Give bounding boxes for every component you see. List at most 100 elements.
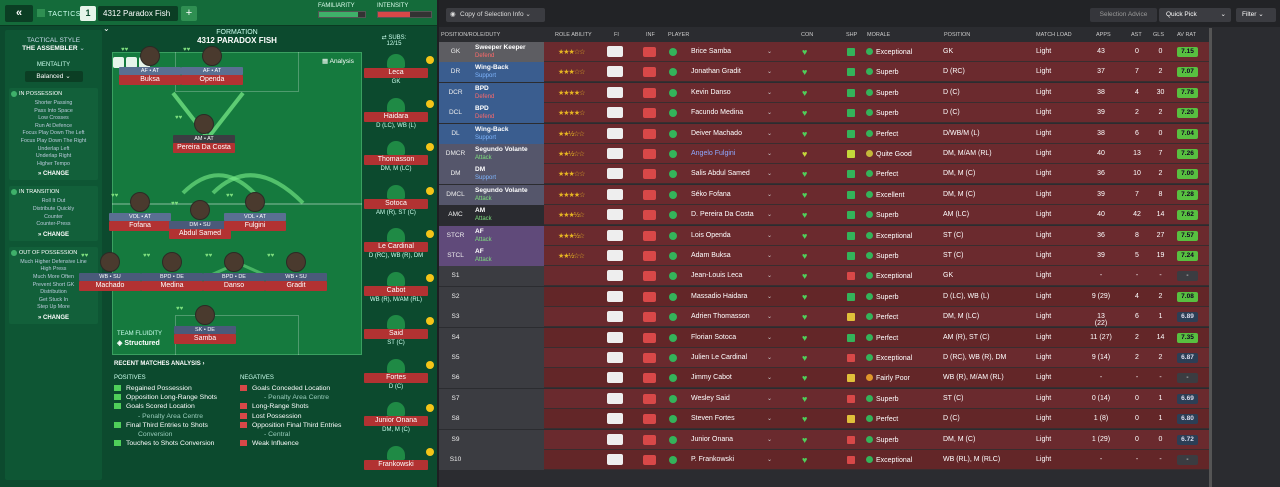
table-row[interactable]: DR Wing-Back Support ★★★☆☆ Jonathan Gradit ⌄ ♥… (439, 62, 1210, 83)
info-badge-icon[interactable] (643, 373, 656, 384)
player-name[interactable]: Junior Onana (691, 435, 734, 443)
role-cell[interactable] (472, 327, 544, 348)
swap-arrow-icon[interactable] (426, 99, 434, 108)
sub-player[interactable]: Thomasson DM, M (LC) (364, 141, 434, 173)
role-cell[interactable] (472, 286, 544, 307)
quick-pick-button[interactable]: Quick Pick ⌄ (1159, 8, 1231, 22)
swap-arrow-icon[interactable] (426, 143, 434, 151)
table-row[interactable]: DMCL Segundo Volante Attack ★★★★☆ Séko Fofan… (439, 184, 1210, 205)
player-dropdown-chevron-icon[interactable]: ⌄ (767, 171, 773, 178)
header-av-rat[interactable]: AV RAT (1177, 32, 1197, 38)
player-dropdown-chevron-icon[interactable]: ⌄ (767, 395, 773, 402)
player-dropdown-chevron-icon[interactable]: ⌄ (767, 436, 773, 443)
player-dropdown-chevron-icon[interactable]: ⌄ (767, 89, 773, 96)
table-row[interactable]: DMCR Segundo Volante Attack ★★½☆☆ Angelo Ful… (439, 144, 1210, 164)
player-dropdown-chevron-icon[interactable]: ⌄ (767, 273, 773, 280)
position-cell[interactable]: DR (439, 62, 472, 83)
sub-player[interactable]: Le Cardinal D (RC), WB (R), DM (364, 228, 434, 260)
position-cell[interactable]: S2 (439, 286, 472, 307)
info-badge-icon[interactable] (643, 230, 656, 241)
position-cell[interactable]: S10 (439, 450, 472, 470)
info-badge-icon[interactable] (643, 353, 656, 363)
info-badge-icon[interactable] (643, 149, 656, 159)
player-dropdown-chevron-icon[interactable]: ⌄ (767, 110, 773, 117)
pitch-player[interactable]: ♥♥ VOL • AT Fulgini (224, 192, 286, 231)
bar-chart-icon[interactable] (126, 57, 137, 68)
table-row[interactable]: AMC AM Attack ★★★½☆ D. Pereira Da Costa ⌄ ♥ Sup… (439, 205, 1210, 226)
info-badge-icon[interactable] (643, 393, 656, 404)
mentality-select[interactable]: Balanced ⌄ (24, 71, 83, 82)
swap-arrow-icon[interactable] (426, 230, 434, 238)
person-icon[interactable] (113, 57, 124, 68)
info-badge-icon[interactable] (643, 87, 656, 98)
player-dropdown-chevron-icon[interactable]: ⌄ (767, 151, 773, 157)
swap-arrow-icon[interactable] (426, 404, 434, 412)
sub-player[interactable]: Haidara D (LC), WB (L) (364, 97, 434, 130)
role-cell[interactable] (472, 348, 544, 368)
role-cell[interactable]: Wing-Back Support (472, 123, 544, 144)
header-role-ability[interactable]: ROLE ABILITY (555, 32, 592, 38)
sub-player[interactable]: Said ST (C) (364, 315, 434, 347)
player-name[interactable]: Jimmy Cabot (691, 374, 732, 382)
header-ast[interactable]: AST (1131, 32, 1142, 38)
table-row[interactable]: S5 Julien Le Cardinal ⌄ ♥ Exceptional D (RC),… (439, 348, 1210, 368)
position-cell[interactable]: GK (439, 42, 472, 62)
player-dropdown-chevron-icon[interactable]: ⌄ (767, 212, 773, 219)
table-row[interactable]: DM DM Support ★★★☆☆ Salis Abdul Samed ⌄ ♥ Perfe… (439, 164, 1210, 185)
role-cell[interactable] (472, 266, 544, 287)
player-dropdown-chevron-icon[interactable]: ⌄ (767, 232, 773, 239)
header-inf[interactable]: INF (646, 32, 655, 38)
table-row[interactable]: S7 Wesley Said ⌄ ♥ Superb ST (C) Light 0 (14) 0 1… (439, 388, 1210, 409)
analysis-button[interactable]: ▦ Analysis (322, 58, 354, 65)
table-row[interactable]: S3 Adrien Thomasson ⌄ ♥ Perfect DM, M (LC) Lig… (439, 307, 1210, 328)
header-fi[interactable]: FI (614, 32, 619, 38)
sub-player[interactable]: Frankowski (364, 445, 434, 470)
pitch-player[interactable]: ♥♥ WB • SU Machado (79, 252, 141, 291)
swap-arrow-icon[interactable] (426, 186, 434, 195)
table-row[interactable]: DCR BPD Defend ★★★★☆ Kevin Danso ⌄ ♥ Superb D (C… (439, 82, 1210, 103)
info-badge-icon[interactable] (643, 108, 656, 119)
role-cell[interactable] (472, 429, 544, 450)
player-name[interactable]: Angelo Fulgini (691, 150, 736, 157)
tactic-slot[interactable]: 1 (80, 6, 96, 21)
player-name[interactable]: Deiver Machado (691, 129, 742, 137)
player-name[interactable]: P. Frankowski (691, 456, 735, 463)
table-row[interactable]: S10 P. Frankowski ⌄ ♥ Exceptional WB (RL), M … (439, 450, 1210, 470)
header-morale[interactable]: MORALE (867, 32, 891, 38)
info-badge-icon[interactable] (643, 210, 656, 221)
filter-button[interactable]: Filter ⌄ (1236, 8, 1276, 22)
info-badge-icon[interactable] (643, 169, 656, 180)
info-badge-icon[interactable] (643, 189, 656, 200)
table-row[interactable]: DL Wing-Back Support ★★½☆☆ Deiver Machado ⌄ ♥ P… (439, 123, 1210, 144)
add-tactic-button[interactable]: + (181, 6, 197, 21)
role-cell[interactable]: AF Attack (472, 225, 544, 246)
role-cell[interactable]: Segundo Volante Attack (472, 144, 544, 164)
header-position[interactable]: POSITION (944, 32, 971, 38)
info-badge-icon[interactable] (643, 67, 656, 78)
table-row[interactable]: STCR AF Attack ★★★½☆ Lois Openda ⌄ ♥ Exceptiona… (439, 225, 1210, 246)
change-out-of-possession-button[interactable]: » CHANGE (37, 314, 70, 321)
swap-arrow-icon[interactable] (426, 317, 434, 325)
player-dropdown-chevron-icon[interactable]: ⌄ (767, 457, 773, 463)
info-badge-icon[interactable] (643, 291, 656, 302)
change-in-transition-button[interactable]: » CHANGE (37, 231, 70, 238)
position-cell[interactable]: S3 (439, 307, 472, 328)
info-badge-icon[interactable] (643, 271, 656, 282)
role-cell[interactable]: DM Support (472, 164, 544, 185)
player-name[interactable]: Massadio Haidara (691, 292, 748, 300)
position-cell[interactable]: STCR (439, 225, 472, 246)
role-cell[interactable] (472, 307, 544, 328)
player-name[interactable]: Steven Fortes (691, 415, 735, 423)
role-cell[interactable]: AM Attack (472, 205, 544, 226)
sub-player[interactable]: Sotoca AM (R), ST (C) (364, 184, 434, 217)
table-row[interactable]: S8 Steven Fortes ⌄ ♥ Perfect D (C) Light 1 (8) 0… (439, 409, 1210, 430)
position-cell[interactable]: DMCL (439, 184, 472, 205)
header-shp[interactable]: SHP (846, 32, 858, 38)
player-dropdown-chevron-icon[interactable]: ⌄ (767, 416, 773, 423)
player-name[interactable]: Jean-Louis Leca (691, 272, 743, 280)
player-name[interactable]: Brice Samba (691, 48, 732, 55)
position-cell[interactable]: DMCR (439, 144, 472, 164)
player-dropdown-chevron-icon[interactable]: ⌄ (767, 253, 773, 259)
position-cell[interactable]: S4 (439, 327, 472, 348)
player-name[interactable]: Salis Abdul Samed (691, 170, 750, 178)
